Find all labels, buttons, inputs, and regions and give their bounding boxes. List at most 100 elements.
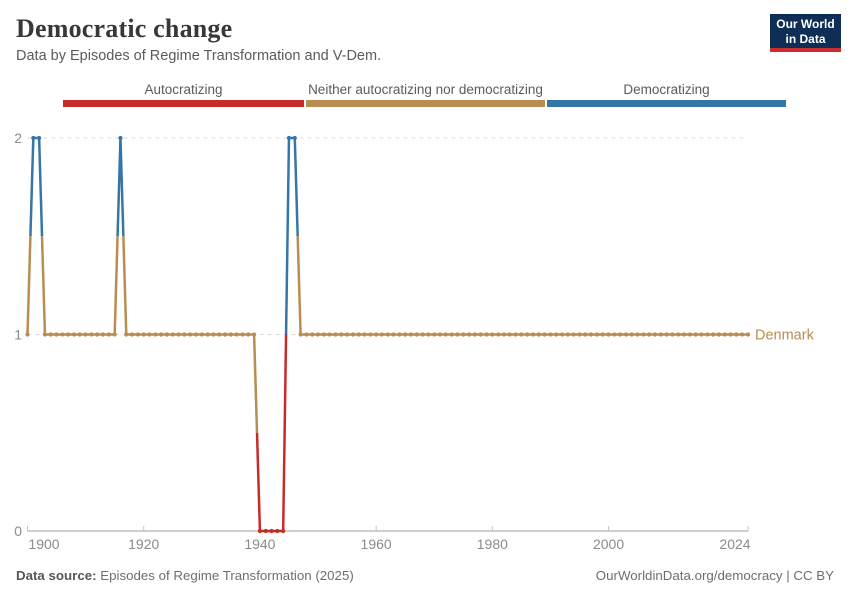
data-point-1931[interactable] [205, 332, 210, 337]
data-point-1975[interactable] [461, 332, 466, 337]
data-point-1942[interactable] [269, 528, 274, 534]
data-point-1929[interactable] [193, 332, 199, 337]
data-point-2008[interactable] [652, 332, 658, 337]
data-point-1988[interactable] [536, 332, 541, 337]
data-point-2018[interactable] [711, 332, 716, 337]
entity-label[interactable]: Denmark [755, 328, 815, 344]
data-point-1920[interactable] [141, 332, 146, 337]
data-point-1909[interactable] [77, 332, 82, 337]
data-point-1923[interactable] [159, 332, 164, 337]
data-point-2017[interactable] [705, 332, 710, 337]
data-point-1956[interactable] [350, 332, 355, 337]
data-point-2020[interactable] [722, 332, 727, 337]
data-point-2003[interactable] [623, 332, 629, 337]
data-point-2006[interactable] [641, 332, 646, 337]
data-point-1930[interactable] [199, 332, 204, 337]
data-point-1951[interactable] [321, 332, 326, 337]
data-point-1961[interactable] [379, 332, 385, 337]
owid-logo[interactable]: Our World in Data [770, 14, 841, 52]
data-point-1974[interactable] [455, 332, 460, 337]
data-point-2016[interactable] [699, 332, 704, 337]
data-point-2023[interactable] [740, 332, 745, 337]
data-point-1905[interactable] [54, 332, 59, 337]
legend-item-neither[interactable]: Neither autocratizing nor democratizing [306, 82, 545, 108]
data-point-1907[interactable] [66, 332, 71, 337]
data-point-1978[interactable] [478, 332, 483, 337]
data-point-2010[interactable] [664, 332, 669, 337]
data-point-1962[interactable] [385, 332, 390, 337]
data-point-1955[interactable] [344, 332, 350, 337]
data-point-1983[interactable] [507, 332, 512, 337]
data-point-2011[interactable] [670, 332, 675, 337]
data-point-1922[interactable] [153, 332, 158, 337]
data-point-1926[interactable] [176, 332, 181, 337]
data-point-1933[interactable] [217, 332, 222, 337]
data-point-1921[interactable] [147, 332, 152, 337]
data-point-2015[interactable] [693, 332, 698, 337]
data-point-1949[interactable] [310, 332, 315, 337]
data-point-1984[interactable] [513, 332, 518, 337]
data-point-1960[interactable] [374, 332, 379, 337]
data-point-1914[interactable] [106, 332, 111, 337]
data-point-1943[interactable] [275, 528, 280, 534]
data-point-2002[interactable] [618, 332, 623, 337]
data-point-1963[interactable] [391, 332, 396, 337]
data-point-1952[interactable] [327, 332, 332, 337]
data-point-2024[interactable] [745, 332, 751, 337]
data-point-1972[interactable] [443, 332, 448, 337]
data-point-1954[interactable] [339, 332, 344, 337]
data-point-1947[interactable] [298, 332, 303, 337]
data-point-1906[interactable] [60, 332, 65, 337]
data-point-1901[interactable] [31, 135, 36, 141]
data-point-1936[interactable] [234, 332, 239, 337]
data-point-1981[interactable] [496, 332, 501, 337]
data-point-1995[interactable] [577, 332, 582, 337]
data-point-1939[interactable] [252, 332, 257, 337]
data-point-1957[interactable] [356, 332, 361, 337]
data-point-1991[interactable] [554, 332, 559, 337]
data-point-1938[interactable] [246, 332, 251, 337]
data-point-1999[interactable] [600, 332, 605, 337]
data-point-1992[interactable] [559, 332, 565, 337]
legend-item-democratizing[interactable]: Democratizing [547, 82, 786, 108]
data-point-1915[interactable] [112, 332, 117, 337]
data-point-1965[interactable] [403, 332, 408, 337]
data-point-1950[interactable] [315, 332, 321, 337]
data-point-2019[interactable] [716, 332, 722, 337]
data-point-1934[interactable] [222, 332, 228, 337]
data-point-1958[interactable] [362, 332, 367, 337]
data-point-1918[interactable] [129, 332, 135, 337]
data-point-1941[interactable] [263, 528, 268, 534]
data-point-1904[interactable] [48, 332, 53, 337]
data-point-1997[interactable] [589, 332, 594, 337]
data-point-2004[interactable] [629, 332, 634, 337]
data-point-1994[interactable] [571, 332, 576, 337]
data-point-2012[interactable] [676, 332, 681, 337]
data-point-1987[interactable] [530, 332, 536, 337]
data-point-1989[interactable] [542, 332, 547, 337]
data-point-1966[interactable] [408, 332, 414, 337]
data-point-1973[interactable] [449, 332, 454, 337]
data-point-1969[interactable] [426, 332, 431, 337]
data-point-1902[interactable] [37, 135, 42, 141]
data-point-1945[interactable] [286, 135, 292, 141]
data-point-1970[interactable] [432, 332, 437, 337]
data-point-1948[interactable] [304, 332, 309, 337]
data-point-1982[interactable] [501, 332, 507, 337]
data-point-2021[interactable] [728, 332, 733, 337]
data-point-1908[interactable] [71, 332, 77, 337]
data-point-1932[interactable] [211, 332, 216, 337]
data-point-1976[interactable] [466, 332, 472, 337]
data-point-1985[interactable] [519, 332, 524, 337]
data-point-1927[interactable] [182, 332, 187, 337]
data-point-1925[interactable] [170, 332, 175, 337]
data-point-1990[interactable] [548, 332, 553, 337]
legend-item-autocratizing[interactable]: Autocratizing [63, 82, 304, 108]
data-point-1913[interactable] [100, 332, 106, 337]
data-point-1912[interactable] [95, 332, 100, 337]
data-point-2001[interactable] [612, 332, 617, 337]
data-point-1924[interactable] [164, 332, 170, 337]
data-point-1968[interactable] [420, 332, 425, 337]
data-point-1946[interactable] [292, 135, 297, 141]
data-point-2000[interactable] [606, 332, 611, 337]
